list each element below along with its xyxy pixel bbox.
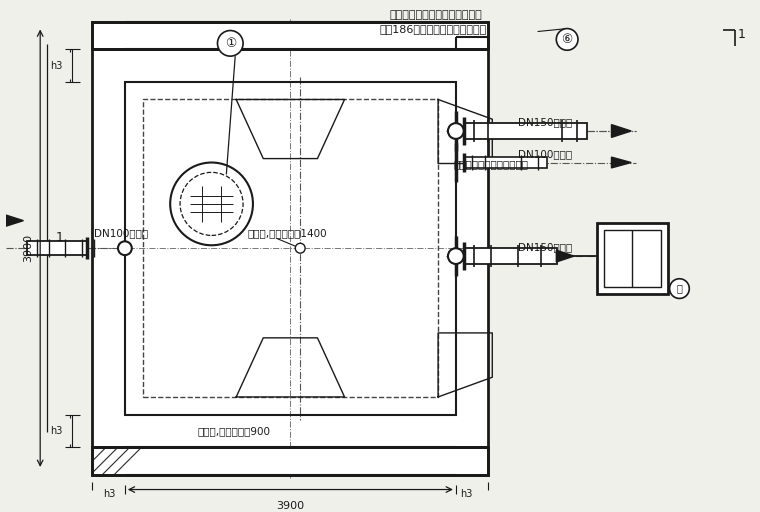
Text: ①: ① [225,37,236,50]
Text: 通风管,高出覆土面1400: 通风管,高出覆土面1400 [247,228,327,239]
Circle shape [556,29,578,50]
Polygon shape [2,214,24,227]
Text: 1: 1 [56,231,64,244]
Circle shape [217,31,243,56]
Text: 见第186页，安装要求详见总说明: 见第186页，安装要求详见总说明 [380,25,487,34]
Bar [27,241,87,255]
Bar [464,248,557,264]
Circle shape [448,248,464,264]
Bar [125,82,456,415]
Text: ⑥: ⑥ [562,33,573,46]
Bar [93,447,489,475]
Polygon shape [612,124,631,137]
Bar [597,223,667,293]
Polygon shape [556,250,574,262]
Bar [464,157,547,168]
Text: h3: h3 [50,60,63,71]
Circle shape [118,241,131,255]
Text: DN150溢水管: DN150溢水管 [518,242,572,252]
Text: 顶板预留水位传示装置孔，做法: 顶板预留水位传示装置孔，做法 [390,10,483,19]
Circle shape [296,243,306,253]
Circle shape [448,123,464,139]
Text: 3900: 3900 [277,501,305,511]
Text: h3: h3 [103,489,115,500]
Text: 通风管,高出覆土面900: 通风管,高出覆土面900 [198,426,271,436]
Text: ⑮: ⑮ [676,284,682,293]
Text: 尺寸根据工程具体情况决定: 尺寸根据工程具体情况决定 [454,159,529,169]
Text: h3: h3 [50,426,63,436]
Bar [143,99,438,397]
Text: DN150出水管: DN150出水管 [518,117,572,127]
Text: DN100滤水管: DN100滤水管 [518,150,572,160]
Circle shape [670,279,689,298]
Bar [464,123,587,139]
Bar [603,229,660,287]
Text: 3900: 3900 [24,234,33,262]
Bar [93,447,489,475]
Text: h3: h3 [460,489,472,500]
Polygon shape [612,157,631,168]
Bar [93,22,489,49]
Bar [93,22,489,49]
Bar [93,49,489,447]
Bar [93,49,489,447]
Text: DN100进水管: DN100进水管 [94,228,148,239]
Text: 1: 1 [737,28,746,41]
